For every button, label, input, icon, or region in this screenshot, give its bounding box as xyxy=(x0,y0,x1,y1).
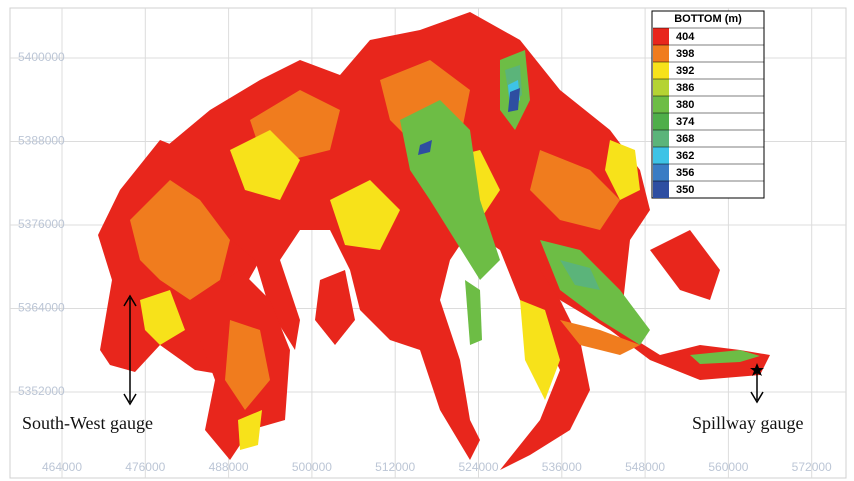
legend-swatch xyxy=(653,130,669,147)
legend-label: 386 xyxy=(676,82,694,94)
y-tick-label: 5364000 xyxy=(18,301,65,315)
legend-swatch xyxy=(653,96,669,113)
legend-swatch xyxy=(653,62,669,79)
x-tick-label: 476000 xyxy=(125,460,165,474)
y-tick-label: 5352000 xyxy=(18,384,65,398)
x-tick-label: 524000 xyxy=(458,460,498,474)
x-tick-label: 512000 xyxy=(375,460,415,474)
legend: BOTTOM (m) 404 398 392 386 380 374 368 362 356 35… xyxy=(652,11,764,198)
legend-swatch xyxy=(653,147,669,164)
x-tick-label: 560000 xyxy=(708,460,748,474)
y-tick-label: 5388000 xyxy=(18,134,65,148)
legend-label: 404 xyxy=(676,31,695,43)
map-view: South-West gauge Spillway gauge 5400000 5… xyxy=(0,0,854,481)
legend-label: 374 xyxy=(676,116,695,128)
legend-label: 350 xyxy=(676,184,694,196)
y-tick-label: 5376000 xyxy=(18,217,65,231)
legend-swatch xyxy=(653,28,669,45)
legend-swatch xyxy=(653,79,669,96)
annotation: Spillway gauge xyxy=(692,413,803,433)
annotation: South-West gauge xyxy=(22,413,153,433)
x-tick-label: 548000 xyxy=(625,460,665,474)
legend-label: 362 xyxy=(676,150,694,162)
x-tick-label: 572000 xyxy=(792,460,832,474)
legend-swatch xyxy=(653,113,669,130)
legend-label: 356 xyxy=(676,167,694,179)
legend-label: 398 xyxy=(676,48,694,60)
y-tick-label: 5400000 xyxy=(18,50,65,64)
x-tick-label: 500000 xyxy=(292,460,332,474)
legend-label: 368 xyxy=(676,133,694,145)
legend-swatch xyxy=(653,181,669,198)
legend-swatch xyxy=(653,45,669,62)
x-tick-label: 464000 xyxy=(42,460,82,474)
legend-title: BOTTOM (m) xyxy=(674,13,742,25)
x-tick-label: 488000 xyxy=(209,460,249,474)
legend-swatch xyxy=(653,164,669,181)
legend-label: 392 xyxy=(676,65,694,77)
x-tick-label: 536000 xyxy=(542,460,582,474)
legend-label: 380 xyxy=(676,99,694,111)
